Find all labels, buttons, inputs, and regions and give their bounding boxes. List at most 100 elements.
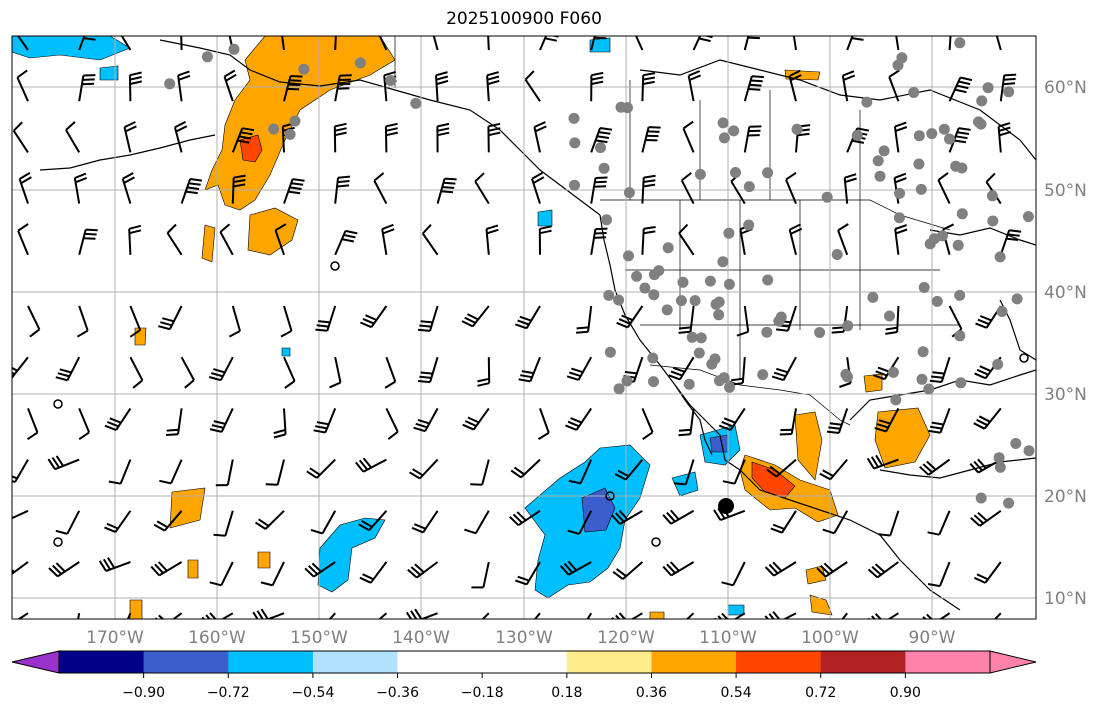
shade-positive-blob-b xyxy=(201,224,216,263)
wind-barb xyxy=(329,356,342,389)
colorbar-segment xyxy=(397,651,483,673)
wind-barb xyxy=(16,36,29,51)
station-dot xyxy=(956,162,968,174)
lat-label: 10°N xyxy=(1044,589,1087,609)
shade-negative-nw-b xyxy=(99,65,119,81)
station-dot xyxy=(887,366,899,378)
wind-barb xyxy=(177,70,191,102)
wind-barb xyxy=(533,612,541,619)
station-dot xyxy=(284,128,296,140)
wind-barb xyxy=(721,561,746,587)
wind-barb xyxy=(462,407,490,431)
wind-barb xyxy=(306,458,336,479)
station-dot xyxy=(931,295,943,307)
coastline-gulf xyxy=(849,369,1036,421)
station-dots xyxy=(164,37,1035,509)
station-dot xyxy=(689,295,701,307)
wind-barb xyxy=(533,121,547,153)
wind-barb xyxy=(213,510,234,537)
wind-barb xyxy=(219,223,234,256)
station-dot xyxy=(987,215,999,227)
wind-barb xyxy=(929,356,951,383)
wind-barb xyxy=(413,407,439,433)
wind-barb xyxy=(995,36,1002,51)
shade-positive-small-b xyxy=(187,559,199,579)
station-dot xyxy=(874,170,886,182)
wind-barb xyxy=(816,561,848,578)
station-dot xyxy=(872,155,884,167)
colorbar-tick-label: 0.36 xyxy=(636,685,667,701)
wind-barb xyxy=(973,561,1002,584)
wind-barb xyxy=(611,612,643,619)
station-dot xyxy=(955,377,967,389)
wind-barb xyxy=(743,75,764,102)
wind-barb xyxy=(78,408,91,441)
wind-barb xyxy=(417,305,439,332)
wind-barb xyxy=(304,561,336,578)
wind-barb xyxy=(159,459,183,485)
wind-barb xyxy=(590,36,607,51)
wind-barb xyxy=(779,408,797,436)
station-dot xyxy=(791,123,803,135)
station-dot xyxy=(604,346,616,358)
wind-barb xyxy=(223,69,237,102)
wind-barb xyxy=(722,459,746,485)
shade-positive-south-c xyxy=(649,611,665,619)
wind-barb xyxy=(128,224,142,255)
wind-barb xyxy=(108,459,132,485)
wind-barb xyxy=(281,36,285,51)
station-dot xyxy=(954,37,966,49)
wind-barb xyxy=(788,223,803,256)
wind-barb xyxy=(12,509,29,520)
wind-barb xyxy=(283,75,303,102)
wind-barb xyxy=(73,172,88,204)
wind-barb xyxy=(150,561,183,577)
wind-barb xyxy=(17,612,29,619)
wind-barb xyxy=(166,223,183,256)
wind-barb xyxy=(874,407,900,433)
wind-barb xyxy=(273,408,287,439)
wind-barb xyxy=(481,612,490,619)
wind-barb xyxy=(252,608,285,619)
station-dot xyxy=(918,282,930,293)
lon-label: 100°W xyxy=(801,628,859,648)
station-dot xyxy=(908,87,920,98)
wind-barb xyxy=(104,407,132,432)
station-dot xyxy=(814,327,826,338)
wind-barb xyxy=(180,356,195,389)
station-dot xyxy=(648,376,659,388)
coastline-aleutians xyxy=(39,134,216,171)
wind-barb xyxy=(385,407,399,440)
wind-barb xyxy=(313,408,337,434)
station-dot xyxy=(975,118,987,130)
coastline-yucatan xyxy=(879,457,1036,479)
colorbar-tick-label: −0.36 xyxy=(376,685,419,701)
wind-barb xyxy=(333,122,347,153)
wind-barb xyxy=(474,172,490,205)
station-dot xyxy=(956,208,968,220)
wind-barb xyxy=(76,305,89,338)
calm-circle xyxy=(605,491,615,501)
wind-barb xyxy=(120,36,132,51)
wind-barb xyxy=(826,408,849,434)
station-dot xyxy=(976,95,988,107)
lon-label: 110°W xyxy=(699,628,757,648)
wind-barb xyxy=(26,408,39,441)
wind-barb xyxy=(487,36,490,51)
shade-positive-small-c xyxy=(129,599,143,619)
wind-barb xyxy=(274,223,287,256)
colorbar-extend-min xyxy=(11,650,60,674)
wind-barb xyxy=(641,72,656,102)
station-dot xyxy=(851,129,863,141)
lon-label: 120°W xyxy=(597,628,655,648)
station-dot xyxy=(773,315,785,327)
wind-barb xyxy=(358,510,388,532)
wind-barb xyxy=(27,305,41,338)
wind-barb xyxy=(432,36,439,51)
wind-barb xyxy=(55,510,81,535)
wind-barb xyxy=(209,561,234,587)
station-dot xyxy=(743,219,755,231)
station-dot xyxy=(913,130,925,142)
wind-barb xyxy=(328,612,336,619)
wind-barb xyxy=(785,171,797,204)
